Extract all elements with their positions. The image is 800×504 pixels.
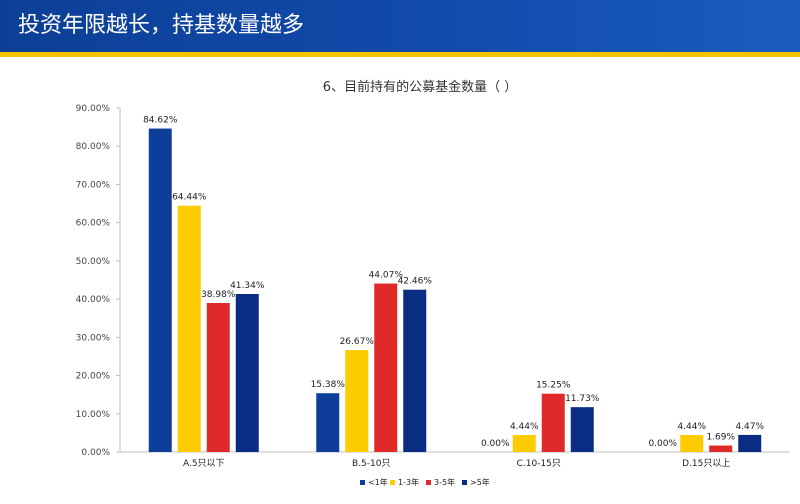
data-label: 38.98% bbox=[201, 290, 236, 300]
bar-series-group bbox=[148, 128, 762, 453]
legend-swatch bbox=[462, 480, 467, 485]
y-tick-label: 70.00% bbox=[76, 180, 111, 190]
data-label: 0.00% bbox=[481, 439, 510, 449]
legend-swatch bbox=[390, 480, 395, 485]
data-label: 15.25% bbox=[536, 381, 571, 391]
bar-chart: 6、目前持有的公募基金数量（ ） 0.00% 10.00% 20.00% 30.00%… bbox=[76, 79, 790, 487]
y-tick-label: 40.00% bbox=[76, 295, 111, 305]
legend-swatch bbox=[426, 480, 431, 485]
bar bbox=[512, 435, 536, 452]
data-label: 4.47% bbox=[735, 422, 764, 432]
bar bbox=[316, 393, 340, 452]
legend-label: 3-5年 bbox=[434, 477, 455, 487]
x-category-label: D.15只以上 bbox=[682, 458, 730, 469]
data-label: 84.62% bbox=[143, 116, 178, 126]
data-label: 26.67% bbox=[340, 337, 375, 347]
header-bar: 投资年限越长，持基数量越多 bbox=[0, 0, 800, 52]
data-label: 64.44% bbox=[172, 193, 207, 203]
x-axis-categories: A.5只以下 B.5-10只 C.10-15只 D.15只以上 bbox=[183, 458, 730, 469]
y-tick-label: 30.00% bbox=[76, 333, 111, 343]
y-tick-label: 60.00% bbox=[76, 219, 111, 229]
x-category-label: A.5只以下 bbox=[183, 459, 225, 469]
data-label: 15.38% bbox=[311, 380, 346, 390]
bar bbox=[709, 445, 733, 452]
data-label: 1.69% bbox=[706, 433, 735, 443]
x-category-label: C.10-15只 bbox=[517, 459, 561, 469]
legend-swatch bbox=[360, 480, 365, 485]
y-axis-ticks: 0.00% 10.00% 20.00% 30.00% 40.00% 50.00% 60.00… bbox=[76, 104, 120, 458]
data-label: 44.07% bbox=[369, 271, 404, 281]
bar bbox=[570, 407, 594, 452]
data-label: 4.44% bbox=[510, 422, 539, 432]
y-tick-label: 20.00% bbox=[76, 372, 111, 382]
bar bbox=[148, 128, 172, 453]
bar bbox=[541, 393, 565, 452]
page-title: 投资年限越长，持基数量越多 bbox=[18, 13, 305, 38]
y-tick-label: 0.00% bbox=[81, 448, 110, 458]
legend-label: <1年 bbox=[368, 477, 388, 487]
y-tick-label: 10.00% bbox=[76, 410, 111, 420]
bar bbox=[680, 435, 704, 452]
legend-label: 1-3年 bbox=[398, 477, 419, 487]
y-tick-label: 90.00% bbox=[76, 104, 111, 114]
y-tick-label: 50.00% bbox=[76, 257, 111, 267]
bar bbox=[403, 289, 427, 452]
legend-label: >5年 bbox=[470, 477, 490, 487]
data-label: 41.34% bbox=[230, 281, 265, 291]
bar bbox=[235, 293, 259, 452]
bar bbox=[345, 350, 369, 452]
bar bbox=[738, 434, 762, 452]
chart-title: 6、目前持有的公募基金数量（ ） bbox=[323, 79, 517, 95]
bar bbox=[374, 283, 398, 452]
bar bbox=[177, 205, 201, 452]
legend: <1年 1-3年 3-5年 >5年 bbox=[360, 477, 490, 487]
bar bbox=[206, 303, 230, 452]
data-labels-group: 84.62% 64.44% 38.98%41.34% 15.38% 26.67% 44.0… bbox=[143, 116, 764, 449]
y-tick-label: 80.00% bbox=[76, 142, 111, 152]
x-category-label: B.5-10只 bbox=[352, 459, 390, 469]
header-stripe bbox=[0, 52, 800, 57]
data-label: 11.73% bbox=[565, 394, 600, 404]
data-label: 0.00% bbox=[648, 439, 677, 449]
data-label: 42.46% bbox=[398, 277, 433, 287]
data-label: 4.44% bbox=[677, 422, 706, 432]
